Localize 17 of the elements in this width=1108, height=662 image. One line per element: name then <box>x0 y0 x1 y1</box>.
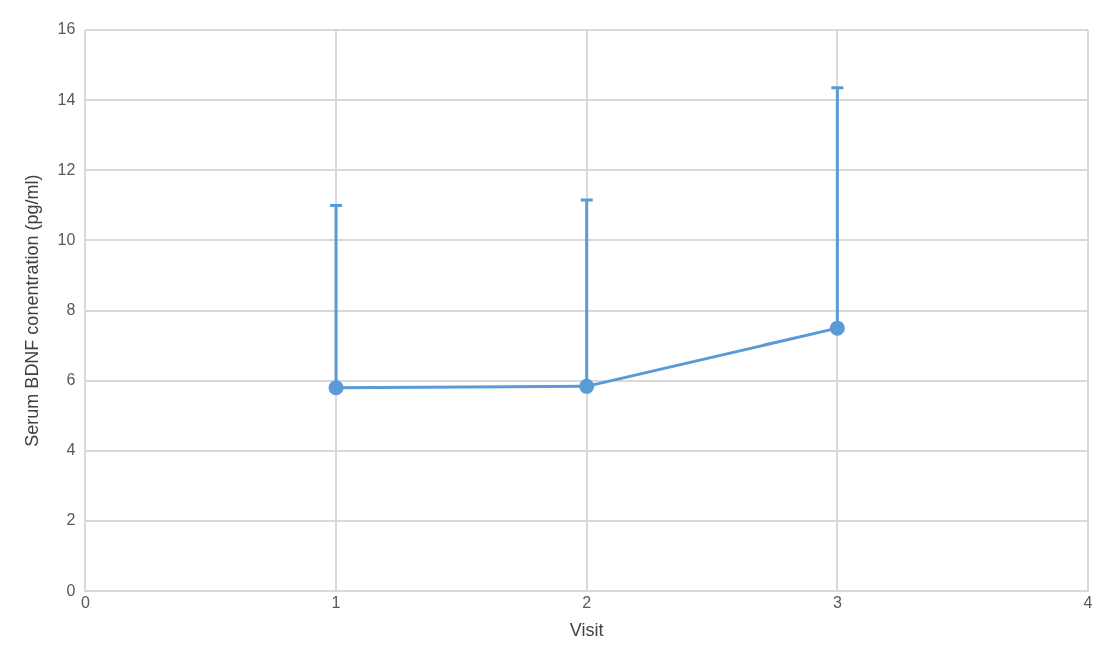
y-tick-label: 16 <box>57 20 76 38</box>
x-tick-label: 3 <box>832 594 842 612</box>
y-tick-label: 4 <box>66 441 76 459</box>
y-tick-label: 12 <box>57 160 76 178</box>
point <box>579 378 595 394</box>
y-tick-label: 0 <box>66 581 76 599</box>
x-tick-label: 1 <box>331 594 341 612</box>
y-tick-label: 10 <box>57 230 76 248</box>
y-tick-label: 2 <box>66 511 76 529</box>
y-tick-label: 14 <box>57 90 76 108</box>
y-axis-title: Serum BDNF conentration (pg/ml) <box>21 174 42 447</box>
y-tick-label: 6 <box>66 371 76 389</box>
y-tick-label: 8 <box>66 301 76 319</box>
x-tick-label: 4 <box>1083 594 1093 612</box>
x-tick-label: 2 <box>582 594 592 612</box>
x-axis-title: Visit <box>569 620 604 641</box>
x-tick-label: 0 <box>80 594 90 612</box>
